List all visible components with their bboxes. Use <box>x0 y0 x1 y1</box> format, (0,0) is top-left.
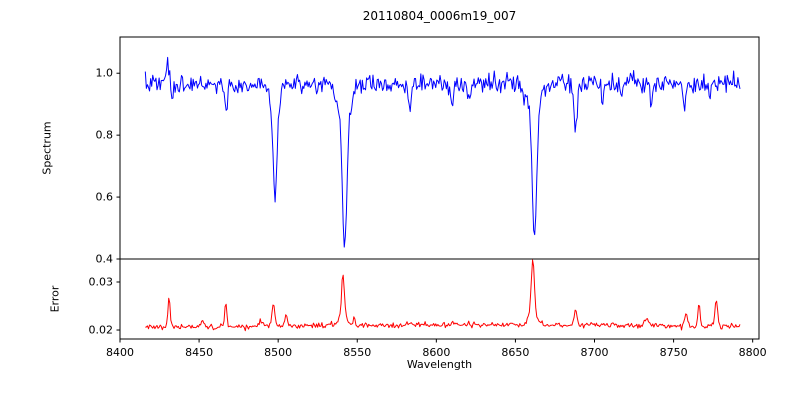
y-tick-label-error-0.03: 0.03 <box>88 275 114 289</box>
x-tick-label-8550: 8550 <box>343 346 372 359</box>
x-tick-label-8800: 8800 <box>738 346 767 359</box>
error-line <box>145 259 741 332</box>
spectrum-panel-frame <box>119 36 760 260</box>
x-tick-label-8700: 8700 <box>580 346 609 359</box>
x-tick-label-8600: 8600 <box>422 346 451 359</box>
y-tick-label-spectrum-0.4: 0.4 <box>95 252 114 266</box>
x-tick-label-8400: 8400 <box>106 346 134 359</box>
y-tick-label-error-0.02: 0.02 <box>88 323 114 337</box>
y-tick-label-spectrum-0.8: 0.8 <box>95 128 114 142</box>
y-tick-label-spectrum-0.6: 0.6 <box>95 190 114 204</box>
error-panel-frame <box>119 258 760 340</box>
x-tick-label-8750: 8750 <box>659 346 688 359</box>
x-tick-label-8650: 8650 <box>501 346 530 359</box>
x-axis-label: Wavelength <box>406 358 473 371</box>
spectrum-line <box>144 56 741 248</box>
y-tick-label-spectrum-1.0: 1.0 <box>95 66 114 80</box>
chart-title: 20110804_0006m19_007 <box>362 9 517 23</box>
x-tick-label-8450: 8450 <box>185 346 214 359</box>
x-tick-label-8500: 8500 <box>264 346 293 359</box>
